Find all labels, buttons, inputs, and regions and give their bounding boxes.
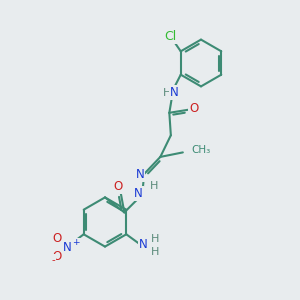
Text: O: O: [113, 180, 122, 194]
Text: H: H: [151, 247, 159, 257]
Text: O: O: [53, 250, 62, 263]
Text: N: N: [136, 168, 145, 181]
Text: N: N: [63, 241, 72, 254]
Text: CH₃: CH₃: [191, 145, 211, 155]
Text: H: H: [149, 181, 158, 191]
Text: O: O: [53, 232, 62, 245]
Text: N: N: [139, 238, 148, 251]
Text: +: +: [72, 238, 80, 247]
Text: N: N: [134, 187, 143, 200]
Text: -: -: [51, 255, 55, 265]
Text: O: O: [189, 102, 199, 115]
Text: N: N: [169, 86, 178, 99]
Text: H: H: [151, 234, 159, 244]
Text: Cl: Cl: [164, 30, 177, 43]
Text: H: H: [163, 88, 171, 98]
